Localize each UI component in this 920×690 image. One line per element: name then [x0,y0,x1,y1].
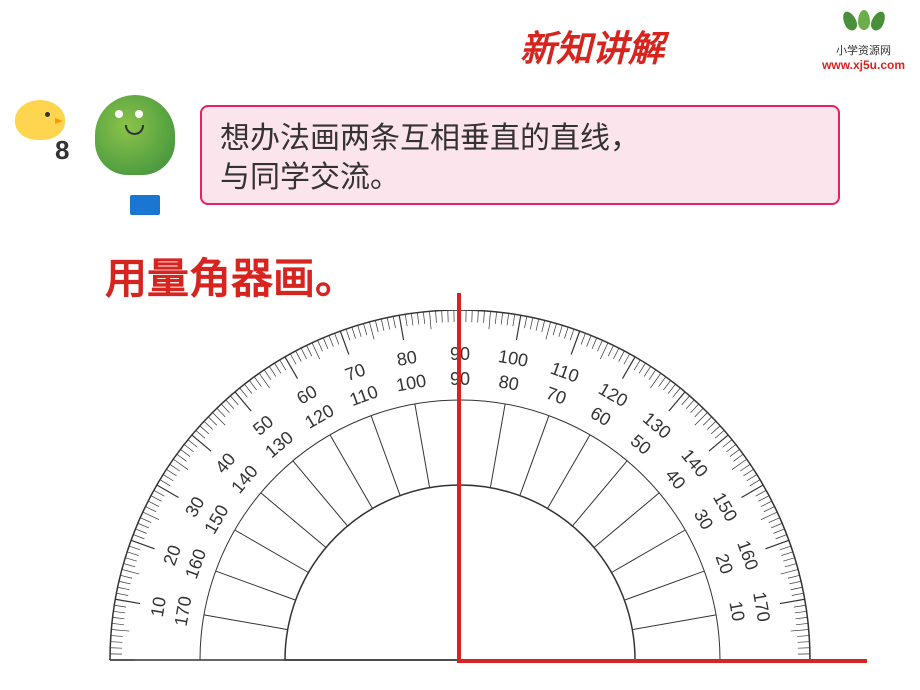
svg-text:40: 40 [211,449,239,477]
svg-text:100: 100 [395,371,428,396]
svg-text:20: 20 [711,551,737,577]
cabbage-mascot-icon [95,95,195,215]
svg-text:50: 50 [627,430,655,458]
speech-bubble: 想办法画两条互相垂直的直线， 与同学交流。 [200,105,840,205]
logo-url: www.xj5u.com [822,58,905,72]
svg-text:60: 60 [293,381,320,408]
method-label: 用量角器画。 [105,245,357,306]
svg-text:10: 10 [725,600,748,623]
svg-text:110: 110 [347,381,381,410]
site-logo: 小学资源网 www.xj5u.com [822,10,905,72]
logo-leaves-icon [844,10,884,40]
svg-text:160: 160 [181,546,210,581]
vertical-line [457,293,461,663]
speech-line-2: 与同学交流。 [220,161,400,194]
svg-text:10: 10 [147,595,170,618]
svg-text:60: 60 [587,403,614,430]
svg-text:80: 80 [497,371,520,394]
svg-text:20: 20 [159,542,185,568]
speech-line-1: 想办法画两条互相垂直的直线， [220,122,640,155]
svg-text:40: 40 [661,465,689,493]
section-title: 新知讲解 [520,20,664,72]
svg-text:160: 160 [733,538,762,573]
svg-text:80: 80 [395,347,418,370]
chick-icon [15,100,65,140]
svg-text:70: 70 [543,383,569,409]
svg-text:170: 170 [749,590,774,623]
question-number: 8 [55,135,69,166]
svg-text:170: 170 [171,595,196,628]
svg-text:30: 30 [181,493,208,520]
svg-text:110: 110 [548,358,582,387]
svg-text:50: 50 [249,411,277,439]
horizontal-line [457,659,867,663]
svg-text:30: 30 [690,506,717,533]
logo-text: 小学资源网 [822,42,905,58]
svg-text:70: 70 [342,359,368,385]
svg-text:100: 100 [497,346,530,371]
